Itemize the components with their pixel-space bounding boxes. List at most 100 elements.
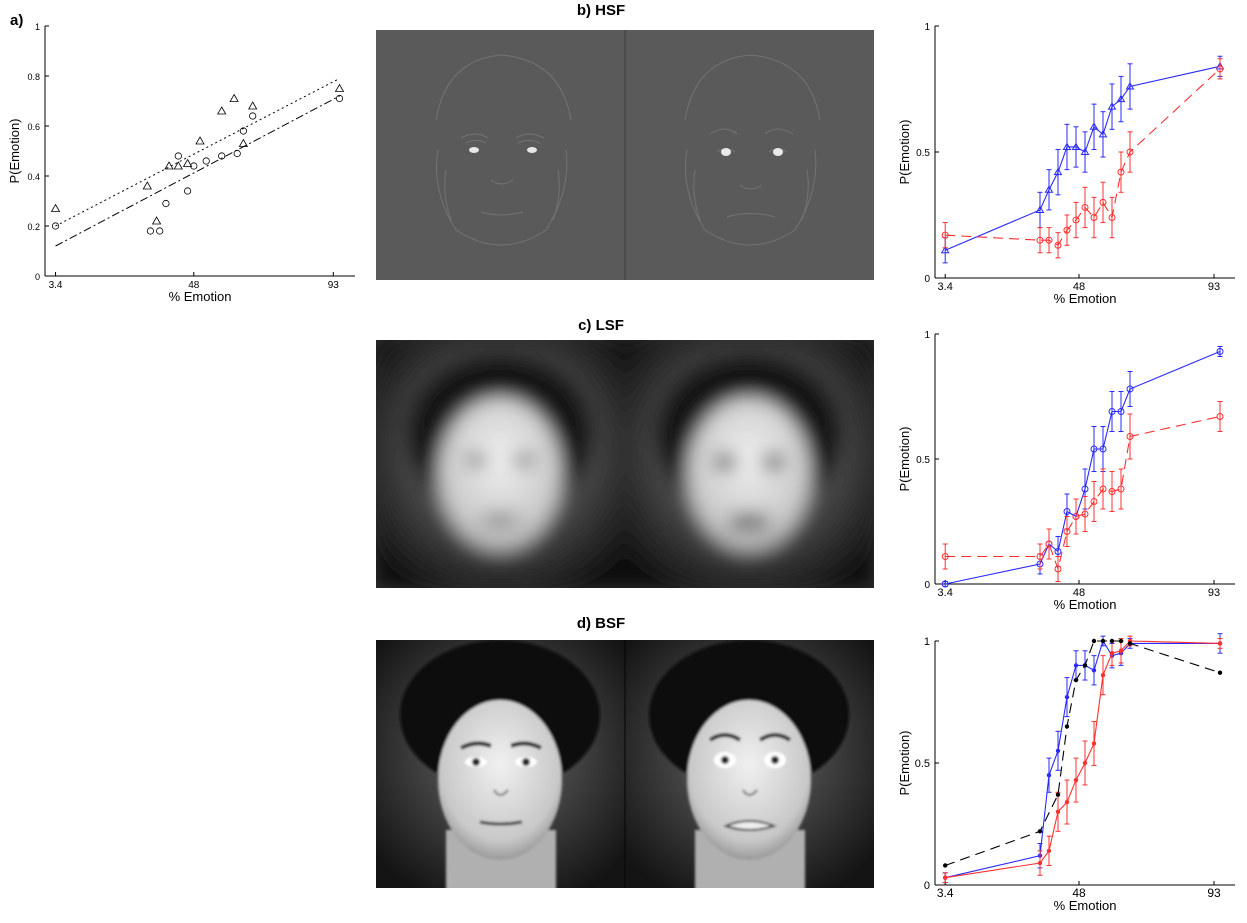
data-point — [1071, 142, 1081, 150]
circle-point — [146, 227, 154, 235]
axes-c: 3.4 48 93 0 0.5 1 % Emotion P(Emotion) — [897, 330, 1235, 612]
y-tick-label: 0 — [924, 580, 930, 591]
line-chart-hsf: 3.4 48 93 0 0.5 1 % Emotion P(Emotion) — [897, 22, 1235, 306]
data-point — [1118, 648, 1124, 653]
series-line — [945, 640, 1221, 866]
y-tick-label: 0 — [35, 272, 40, 282]
triangle-point — [151, 216, 162, 225]
triangle-point — [195, 136, 205, 145]
x-axis-label: % Emotion — [1054, 597, 1117, 612]
y-tick-label: 1 — [924, 636, 930, 648]
data-point — [1045, 540, 1053, 548]
data-point — [1064, 724, 1070, 729]
series-1 — [941, 58, 1224, 259]
line-chart-lsf: 3.4 48 93 0 0.5 1 % Emotion P(Emotion) — [897, 330, 1235, 612]
x-tick-label: 48 — [1073, 281, 1085, 293]
data-point — [1117, 408, 1125, 415]
circle-point — [184, 187, 192, 195]
circle-point — [335, 94, 344, 103]
data-point — [1062, 142, 1072, 150]
data-point — [1037, 860, 1043, 866]
panel-d-title: d) BSF — [576, 615, 626, 632]
x-axis-label: % Emotion — [169, 289, 232, 304]
data-point — [1082, 663, 1088, 668]
data-point — [1117, 168, 1125, 176]
data-point — [1125, 81, 1135, 90]
y-tick-label: 0.8 — [27, 72, 40, 82]
y-tick-label: 0 — [924, 274, 930, 285]
hsf-face-images — [376, 30, 874, 280]
data-point — [1118, 638, 1124, 644]
circle-point — [202, 157, 210, 165]
panel-c-title: c) LSF — [578, 317, 624, 334]
y-tick-label: 0.2 — [27, 222, 40, 232]
series-line — [944, 65, 1221, 251]
circle-point — [233, 149, 241, 158]
data-point — [943, 875, 948, 880]
data-point — [1063, 508, 1071, 515]
data-point — [1127, 641, 1133, 646]
y-axis-label: P(Emotion) — [7, 118, 22, 183]
series-line — [945, 415, 1221, 571]
data-point — [943, 863, 948, 868]
data-point — [1044, 185, 1054, 193]
data-point — [1090, 445, 1098, 453]
data-point — [1055, 792, 1061, 797]
data-point — [1081, 510, 1089, 518]
axes-b: 3.4 48 93 0 0.5 1 % Emotion P(Emotion) — [897, 22, 1235, 306]
data-point — [1126, 433, 1134, 440]
y-axis-label: P(Emotion) — [897, 119, 912, 184]
data-point — [1091, 638, 1097, 644]
data-point — [1099, 485, 1107, 493]
axes-d: 3.4 48 93 0 0.5 1 % Emotion P(Emotion) — [897, 636, 1235, 913]
data-point — [1090, 214, 1098, 222]
series-0 — [941, 346, 1224, 588]
data-point — [1073, 663, 1079, 668]
circle-point — [51, 222, 60, 230]
data-point — [1081, 203, 1089, 211]
scatter-chart-a: 3.4 48 93 0 0.2 0.4 0.6 0.8 1 % Emotion P(Emotion) — [7, 22, 355, 304]
x-tick-label: 48 — [188, 280, 200, 291]
data-point — [1090, 498, 1098, 505]
data-point — [1126, 385, 1134, 393]
y-tick-label: 0.6 — [27, 122, 40, 132]
circle-point — [162, 199, 170, 208]
hsf-face-right — [684, 54, 821, 246]
series-line — [945, 639, 1220, 879]
y-tick-label: 1 — [35, 22, 40, 32]
series-line — [945, 350, 1221, 585]
panel-b-title: b) HSF — [576, 2, 626, 19]
data-point — [1109, 638, 1115, 644]
data-point — [1100, 672, 1106, 678]
data-point — [1099, 445, 1107, 453]
series-2 — [943, 638, 1223, 868]
x-tick-label: 93 — [1207, 886, 1221, 900]
triangle-point — [142, 181, 152, 190]
data-point — [1108, 214, 1116, 222]
x-axis-label: % Emotion — [1054, 291, 1117, 306]
x-axis-label: % Emotion — [1054, 898, 1117, 913]
data-point — [1216, 65, 1224, 73]
data-point — [1046, 773, 1052, 778]
x-tick-label: 3.4 — [49, 280, 63, 291]
y-tick-label: 0 — [924, 880, 930, 892]
x-tick-label: 48 — [1072, 886, 1086, 900]
data-point — [940, 245, 950, 254]
triangle-point — [50, 203, 61, 212]
series-line — [945, 640, 1221, 879]
data-point — [1073, 677, 1079, 683]
triangle-point — [334, 83, 345, 92]
x-tick-label: 93 — [1208, 587, 1220, 599]
data-point — [1045, 236, 1053, 244]
data-point — [1054, 241, 1062, 249]
fit-line-dotted — [55, 78, 340, 227]
data-point — [1063, 528, 1071, 535]
data-point — [1035, 205, 1045, 213]
data-point — [1055, 809, 1061, 814]
data-point — [1108, 488, 1116, 495]
triangle-point — [217, 106, 227, 115]
y-tick-label: 0.5 — [916, 148, 930, 159]
data-point — [1072, 216, 1080, 224]
line-chart-bsf: 3.4 48 93 0 0.5 1 % Emotion P(Emotion) — [897, 633, 1235, 913]
series-line — [945, 68, 1221, 246]
